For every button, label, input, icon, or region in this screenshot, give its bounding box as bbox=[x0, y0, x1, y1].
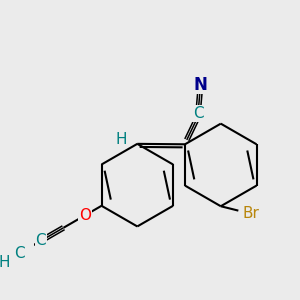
Text: H: H bbox=[116, 132, 127, 147]
Text: H: H bbox=[0, 254, 10, 269]
Text: O: O bbox=[79, 208, 91, 223]
Text: C: C bbox=[14, 246, 25, 261]
Text: C: C bbox=[35, 233, 46, 248]
Text: Br: Br bbox=[243, 206, 260, 221]
Text: N: N bbox=[193, 76, 207, 94]
Text: C: C bbox=[193, 106, 203, 121]
